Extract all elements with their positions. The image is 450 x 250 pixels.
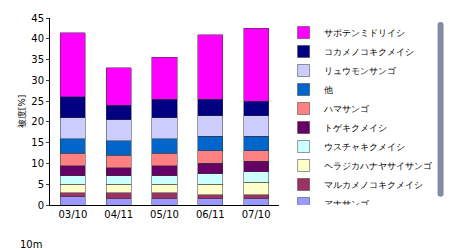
svg-text:コカメノコキクメイシ: コカメノコキクメイシ xyxy=(324,47,414,57)
svg-text:45: 45 xyxy=(31,13,44,24)
svg-text:40: 40 xyxy=(31,33,44,44)
svg-text:35: 35 xyxy=(31,54,44,65)
svg-text:アナサンゴ: アナサンゴ xyxy=(324,199,370,205)
svg-text:25: 25 xyxy=(31,96,44,107)
svg-text:05/10: 05/10 xyxy=(150,209,179,220)
svg-text:他: 他 xyxy=(324,85,333,95)
svg-text:リュウモンサンゴ: リュウモンサンゴ xyxy=(324,66,397,76)
svg-text:06/11: 06/11 xyxy=(196,209,225,220)
svg-text:0: 0 xyxy=(38,200,44,211)
svg-text:サボテンミドリイシ: サボテンミドリイシ xyxy=(324,28,405,38)
svg-text:10: 10 xyxy=(31,158,44,169)
svg-text:トゲキクメイシ: トゲキクメイシ xyxy=(324,123,387,133)
svg-text:5: 5 xyxy=(38,179,44,190)
svg-text:04/11: 04/11 xyxy=(104,209,133,220)
svg-text:被度[%]: 被度[%] xyxy=(17,95,27,129)
svg-text:30: 30 xyxy=(31,75,44,86)
svg-text:03/10: 03/10 xyxy=(58,209,87,220)
svg-text:ウスチャキクメイシ: ウスチャキクメイシ xyxy=(324,142,405,152)
svg-text:15: 15 xyxy=(31,137,44,148)
svg-text:07/10: 07/10 xyxy=(242,209,271,220)
svg-text:10m: 10m xyxy=(20,239,42,250)
svg-text:ヘラジカハナヤサイサンゴ: ヘラジカハナヤサイサンゴ xyxy=(324,161,433,171)
svg-text:マルカメノコキクメイシ: マルカメノコキクメイシ xyxy=(324,180,423,190)
svg-text:20: 20 xyxy=(31,116,44,127)
svg-text:ハマサンゴ: ハマサンゴ xyxy=(323,104,370,114)
